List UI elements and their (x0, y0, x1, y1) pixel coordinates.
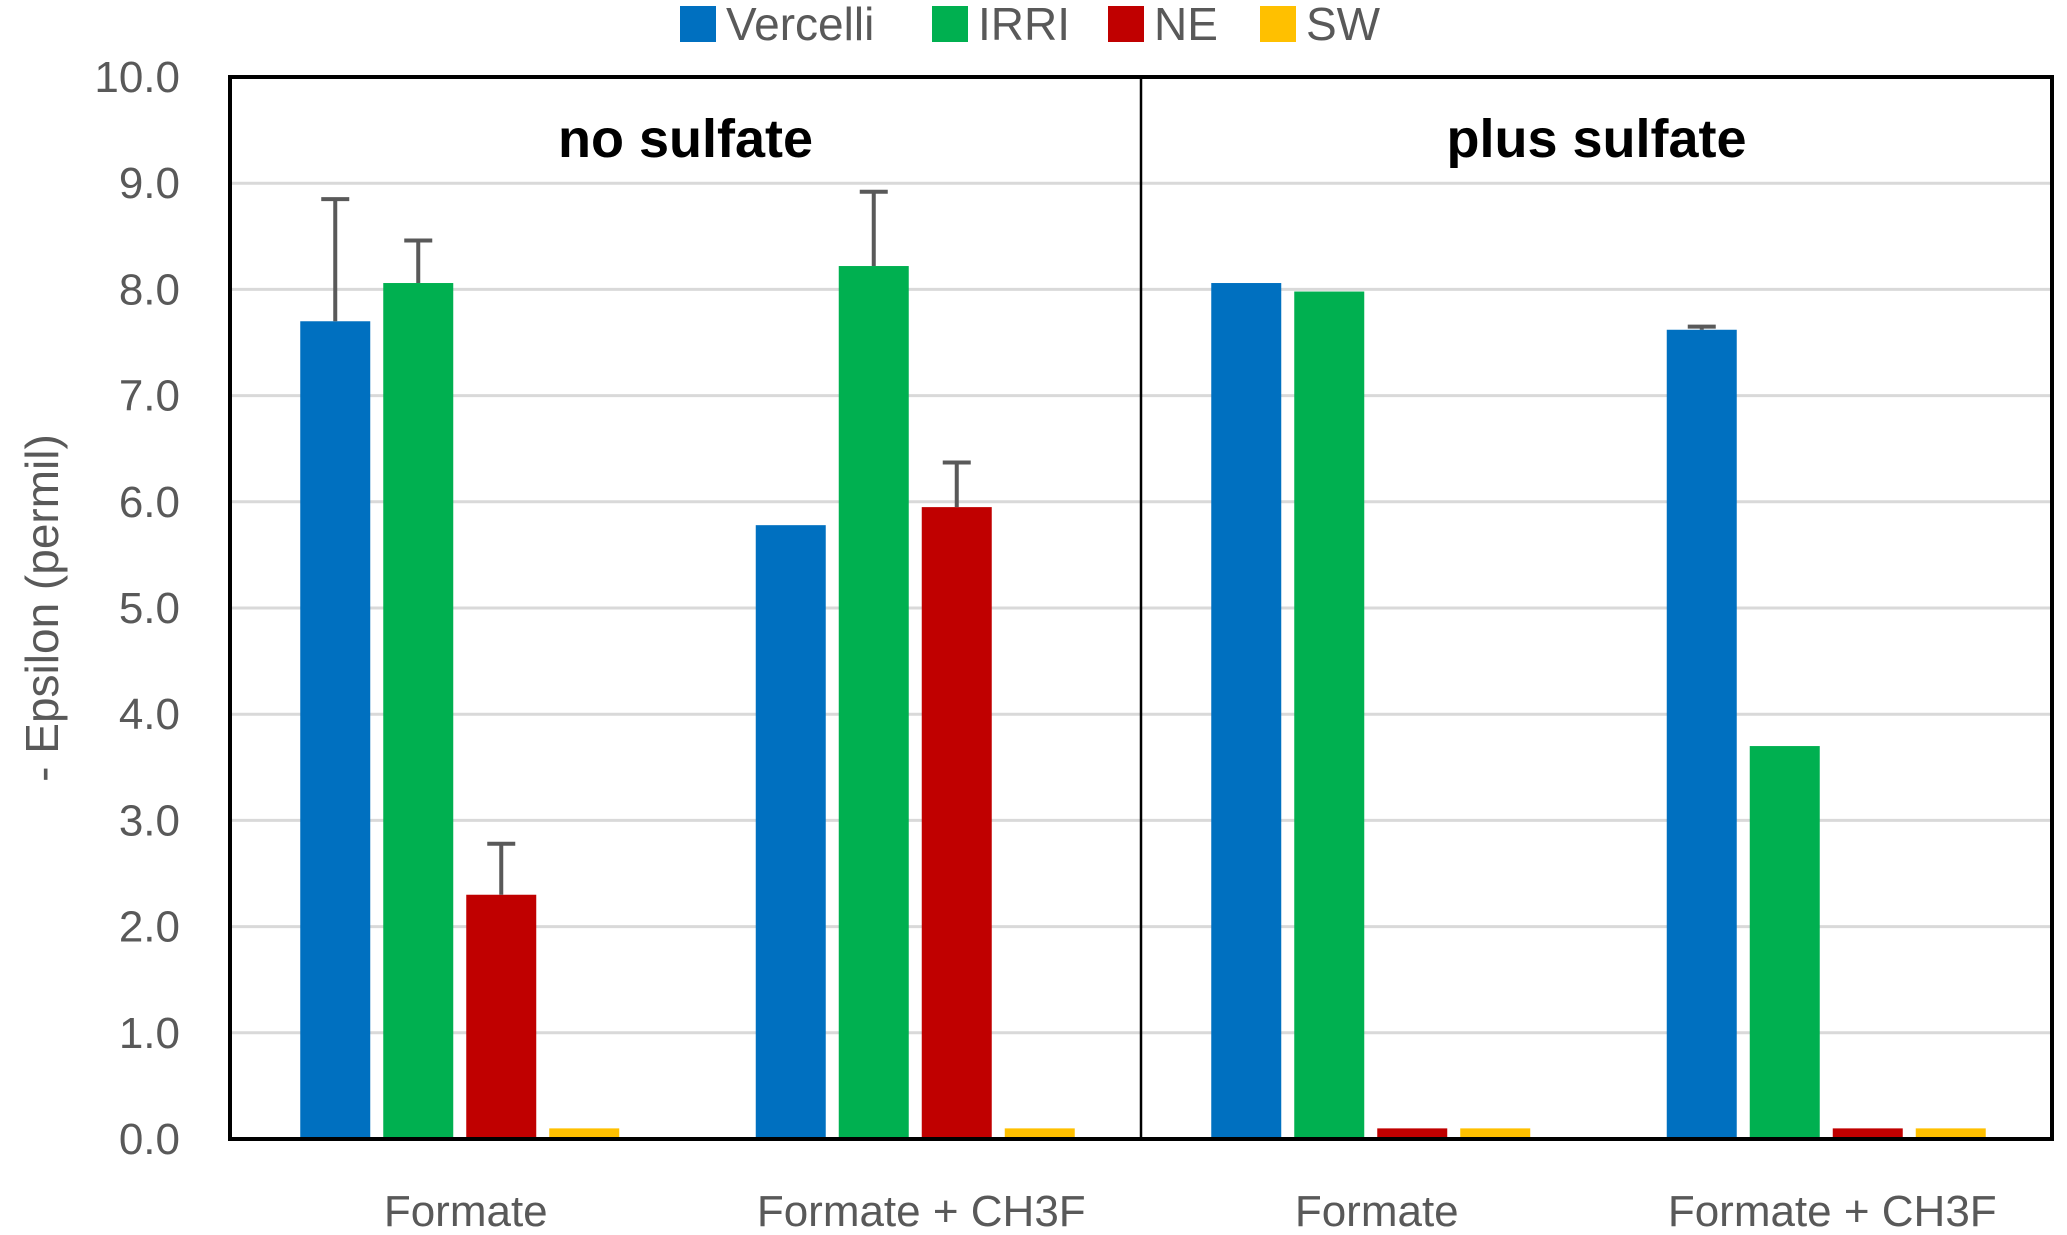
y-tick-label: 5.0 (119, 584, 180, 633)
legend-label: NE (1154, 0, 1218, 50)
category-label: Formate (384, 1187, 548, 1230)
legend-swatch (680, 6, 716, 42)
bar (1211, 283, 1282, 1139)
legend-label: SW (1306, 0, 1381, 50)
legend-swatch (1260, 6, 1296, 42)
bar (1004, 1128, 1075, 1139)
category-label: Formate + CH3F (1668, 1187, 1997, 1230)
legend-label: Vercelli (726, 0, 874, 50)
panel-title: plus sulfate (1446, 109, 1746, 169)
y-tick-label: 10.0 (94, 53, 180, 102)
bar (1377, 1128, 1448, 1139)
y-tick-label: 0.0 (119, 1115, 180, 1164)
bar (838, 266, 909, 1139)
bar (1294, 291, 1365, 1139)
category-label: Formate (1295, 1187, 1459, 1230)
y-tick-label: 7.0 (119, 372, 180, 421)
bar (466, 894, 537, 1139)
bar (755, 525, 826, 1139)
y-axis-label: - Epsilon (permil) (16, 434, 68, 782)
legend-swatch (932, 6, 968, 42)
panel-title: no sulfate (558, 109, 813, 169)
bar (1666, 329, 1737, 1140)
plot-frame (228, 75, 2054, 1141)
legend-swatch (1108, 6, 1144, 42)
bar (1832, 1128, 1903, 1139)
y-tick-label: 8.0 (119, 265, 180, 314)
y-tick-label: 3.0 (119, 796, 180, 845)
bar (1915, 1128, 1986, 1139)
bar (1749, 746, 1820, 1139)
y-tick-label: 1.0 (119, 1009, 180, 1058)
y-tick-label: 2.0 (119, 903, 180, 952)
category-label: Formate + CH3F (757, 1187, 1086, 1230)
bar (549, 1128, 620, 1139)
y-tick-label: 6.0 (119, 478, 180, 527)
y-tick-label: 9.0 (119, 159, 180, 208)
legend-label: IRRI (978, 0, 1070, 50)
bar (383, 283, 454, 1139)
bar (300, 321, 371, 1139)
bar (921, 507, 992, 1139)
y-tick-label: 4.0 (119, 690, 180, 739)
bar (1460, 1128, 1531, 1139)
